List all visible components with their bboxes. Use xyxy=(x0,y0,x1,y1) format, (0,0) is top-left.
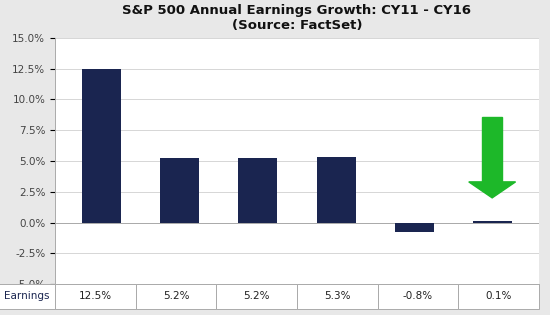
Polygon shape xyxy=(469,182,515,198)
Bar xyxy=(161,158,200,222)
Bar xyxy=(316,157,355,222)
Polygon shape xyxy=(482,117,502,182)
Bar xyxy=(82,69,122,222)
Bar xyxy=(472,221,512,222)
Title: S&P 500 Annual Earnings Growth: CY11 - CY16
(Source: FactSet): S&P 500 Annual Earnings Growth: CY11 - C… xyxy=(123,4,471,32)
Bar xyxy=(239,158,278,222)
Bar xyxy=(394,222,433,232)
